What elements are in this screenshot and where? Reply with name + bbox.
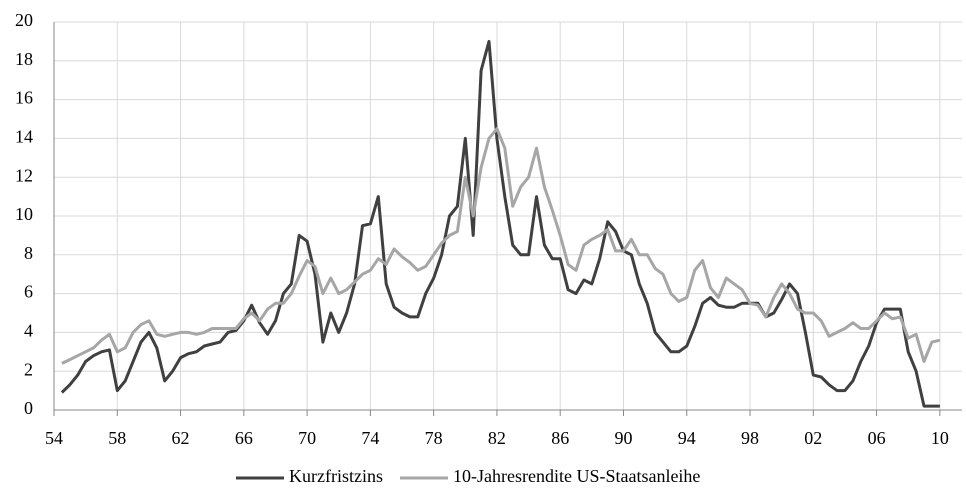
x-tick-label: 58 [108,428,126,448]
x-tick-label: 66 [235,428,253,448]
x-tick-label: 54 [45,428,63,448]
y-tick-label: 10 [15,204,33,224]
y-tick-label: 14 [15,127,33,147]
y-tick-label: 4 [24,321,33,341]
x-tick-label: 78 [425,428,443,448]
series-line [61,127,941,365]
y-tick-label: 18 [15,49,33,69]
x-tick-label: 70 [298,428,316,448]
x-tick-label: 86 [551,428,569,448]
y-tick-label: 12 [15,165,33,185]
y-tick-label: 6 [24,282,33,302]
legend-label: 10-Jahresrendite US-Staatsanleihe [453,466,700,486]
y-tick-label: 16 [15,88,33,108]
y-tick-label: 0 [24,398,33,418]
y-tick-label: 8 [24,243,33,263]
x-tick-label: 02 [804,428,822,448]
x-tick-label: 06 [868,428,886,448]
x-tick-label: 94 [678,428,696,448]
x-tick-label: 82 [488,428,506,448]
x-tick-label: 62 [172,428,190,448]
y-tick-label: 2 [24,359,33,379]
legend-label: Kurzfristzins [289,466,383,486]
y-tick-label: 20 [15,10,33,30]
x-tick-label: 74 [361,428,379,448]
x-tick-label: 90 [614,428,632,448]
x-tick-label: 98 [741,428,759,448]
x-tick-label: 10 [931,428,949,448]
series-line [60,39,940,408]
